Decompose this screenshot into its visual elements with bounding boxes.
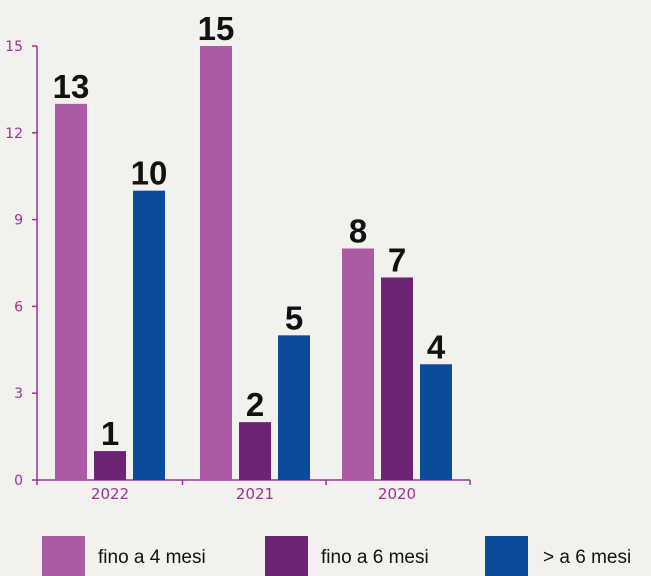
legend-label: fino a 6 mesi	[321, 547, 429, 568]
category-label: 2020	[378, 485, 416, 503]
y-tick-label: 6	[14, 299, 23, 315]
bar	[278, 335, 310, 480]
data-label: 10	[131, 155, 168, 192]
data-label: 7	[388, 241, 406, 278]
y-tick-label: 0	[14, 473, 23, 489]
legend-label: fino a 4 mesi	[98, 547, 206, 568]
legend-swatch	[485, 536, 528, 576]
legend-swatch	[42, 536, 85, 576]
data-label: 15	[198, 10, 235, 47]
legend-swatch	[265, 536, 308, 576]
data-label: 8	[349, 213, 367, 250]
bar	[200, 46, 232, 480]
bar	[133, 190, 165, 480]
data-label: 13	[53, 68, 90, 105]
bar	[239, 422, 271, 480]
data-label: 1	[101, 415, 119, 452]
bar	[342, 248, 374, 480]
category-label: 2022	[91, 485, 129, 503]
y-tick-label: 3	[14, 386, 23, 402]
y-tick-label: 15	[5, 39, 23, 55]
legend: fino a 4 mesi fino a 6 mesi > a 6 mesi	[42, 536, 631, 576]
y-tick-label: 12	[5, 126, 23, 142]
category-label: 2021	[236, 485, 274, 503]
bar	[420, 364, 452, 480]
data-label: 2	[246, 386, 264, 423]
bar	[94, 451, 126, 480]
bar	[55, 103, 87, 480]
bar	[381, 277, 413, 480]
y-tick-label: 9	[14, 213, 23, 229]
data-label: 5	[285, 299, 303, 336]
data-label: 4	[427, 328, 446, 365]
legend-label: > a 6 mesi	[543, 547, 631, 568]
